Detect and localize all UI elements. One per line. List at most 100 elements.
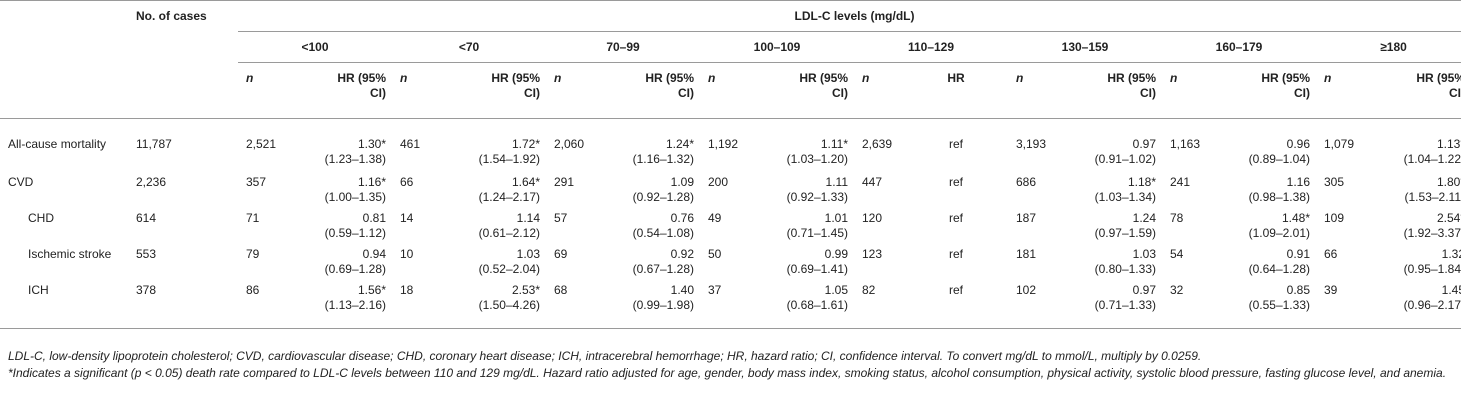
n-cell: 461 — [400, 137, 421, 151]
n-cell: 37 — [700, 276, 750, 329]
hr-cell: 0.94 (0.69–1.28) — [288, 241, 392, 277]
row-label: Ischemic stroke — [28, 246, 112, 261]
hr-cell: 2.53* (1.50–4.26) — [442, 276, 546, 329]
hr-cell: 1.03 (0.80–1.33) — [1058, 241, 1162, 277]
hr-value: 0.81 — [362, 210, 386, 225]
group-header: ≥180 — [1316, 31, 1461, 63]
hr-value: 1.11 — [825, 174, 848, 189]
hr-cell: 1.45(0.96–2.17) — [1366, 276, 1461, 329]
hr-value: 2.53* — [511, 282, 540, 297]
footnote-significance: *Indicates a significant (p < 0.05) deat… — [8, 366, 1447, 380]
hr-column-header: HR (95%CI) — [288, 62, 392, 119]
ci-value: (0.71–1.45) — [786, 225, 848, 240]
hr-cell: 1.11 (0.92–1.33) — [750, 169, 854, 205]
hr-value: 1.24* — [665, 137, 694, 151]
hr-cell: 1.64* (1.24–2.17) — [442, 169, 546, 205]
table-footnotes: LDL-C, low-density lipoprotein cholester… — [8, 348, 1458, 382]
ci-value: (0.91–1.02) — [1094, 152, 1156, 166]
hr-cell: ref — [948, 246, 963, 261]
ci-value: (1.54–1.92) — [478, 152, 540, 166]
hr-cell: 1.05 (0.68–1.61) — [750, 276, 854, 329]
ci-value: (0.54–1.08) — [632, 225, 694, 240]
hr-value: 1.32 — [1441, 246, 1461, 261]
ci-value: (0.68–1.61) — [786, 297, 848, 312]
hr-cell: 1.18* (1.03–1.34) — [1058, 169, 1162, 205]
ldl-levels-header: LDL-C levels (mg/dL) — [238, 0, 1461, 32]
hr-value: 0.97 — [1132, 282, 1156, 297]
hr-cell: 1.32(0.95–1.84) — [1366, 241, 1461, 277]
n-cell: 78 — [1170, 210, 1184, 225]
n-column-header: n — [1008, 62, 1058, 119]
hr-value: 0.94 — [362, 246, 386, 261]
n-cell: 14 — [400, 210, 414, 225]
hr-value: 1.05 — [824, 282, 848, 297]
hr-value: 1.72* — [511, 137, 540, 151]
hr-value: 1.80* — [1436, 174, 1461, 189]
table-row: CHD 614 71 0.81 (0.59–1.12) 14 1.14 (0.61–2.12)… — [0, 205, 1461, 241]
n-cell: 86 — [238, 276, 288, 329]
ci-value: (0.80–1.33) — [1094, 261, 1156, 276]
hr-cell: 1.24 (0.97–1.59) — [1058, 205, 1162, 241]
ci-value: (0.97–1.59) — [1094, 225, 1156, 240]
cases-cell: 553 — [136, 246, 157, 261]
hr-cell: ref — [948, 137, 963, 151]
hr-cell: 2.54*(1.92–3.37) — [1366, 205, 1461, 241]
hr-value: 0.91 — [1286, 246, 1310, 261]
hr-value: 1.16* — [357, 174, 386, 189]
group-header: 70–99 — [546, 31, 700, 63]
ci-value: (0.95–1.84) — [1403, 261, 1461, 276]
n-column-header: n — [1162, 62, 1212, 119]
n-cell: 49 — [708, 210, 722, 225]
n-cell: 54 — [1170, 246, 1184, 261]
ci-value: (0.69–1.28) — [324, 261, 386, 276]
hr-value: 1.03 — [516, 246, 540, 261]
hr-column-header: HR (95%CI) — [1058, 62, 1162, 119]
hr-cell: 0.99 (0.69–1.41) — [750, 241, 854, 277]
n-cell: 18 — [392, 276, 442, 329]
ci-value: (1.24–2.17) — [478, 189, 540, 204]
table-row: Ischemic stroke 553 79 0.94 (0.69–1.28) 10 1.0… — [0, 241, 1461, 277]
hr-value: 0.99 — [824, 246, 848, 261]
hr-cell: 1.11* (1.03–1.20) — [750, 119, 854, 169]
hr-value: 0.96 — [1286, 137, 1310, 151]
ci-value: (1.00–1.35) — [324, 189, 386, 204]
n-cell: 241 — [1170, 174, 1191, 189]
n-column-header: n — [1316, 62, 1366, 119]
n-cell: 1,163 — [1170, 137, 1201, 151]
hr-value: 1.16 — [1286, 174, 1310, 189]
ci-value: (1.53–2.11) — [1404, 189, 1461, 204]
hr-value: 0.76 — [670, 210, 694, 225]
hr-cell: 1.48* (1.09–2.01) — [1212, 205, 1316, 241]
hr-cell: 1.14 (0.61–2.12) — [442, 205, 546, 241]
cases-cell: 11,787 — [136, 137, 172, 151]
hr-cell: 1.13*(1.04–1.22) — [1366, 119, 1461, 169]
n-column-header: n — [700, 62, 750, 119]
n-cell: 66 — [400, 174, 414, 189]
n-cell: 102 — [1008, 276, 1058, 329]
hr-value: 1.11* — [820, 137, 848, 151]
table-row: CVD 2,236 357 1.16* (1.00–1.35) 66 1.64* (1.24–… — [0, 169, 1461, 205]
hr-value: 1.03 — [1132, 246, 1156, 261]
hr-value: 1.09 — [670, 174, 694, 189]
n-cell: 3,193 — [1016, 137, 1047, 151]
group-header: <100 — [238, 31, 392, 63]
n-cell: 32 — [1162, 276, 1212, 329]
hr-value: 0.92 — [670, 246, 694, 261]
hr-cell: 0.96 (0.89–1.04) — [1212, 119, 1316, 169]
row-label: ICH — [0, 276, 136, 329]
n-cell: 187 — [1016, 210, 1037, 225]
hr-column-header: HR (95%CI) — [1212, 62, 1316, 119]
hr-cell: 1.80*(1.53–2.11) — [1366, 169, 1461, 205]
ci-value: (0.61–2.12) — [478, 225, 540, 240]
group-header: 100–109 — [700, 31, 854, 63]
hr-value: 1.48* — [1281, 210, 1310, 225]
hr-value: 1.64* — [511, 174, 540, 189]
hr-value: 1.45 — [1441, 282, 1461, 297]
ci-value: (1.09–2.01) — [1248, 225, 1310, 240]
ci-value: (1.92–3.37) — [1403, 225, 1461, 240]
hr-cell: 0.91 (0.64–1.28) — [1212, 241, 1316, 277]
footnote-abbreviations: LDL-C, low-density lipoprotein cholester… — [8, 349, 1202, 363]
ci-value: (0.71–1.33) — [1094, 297, 1156, 312]
hr-cell: 1.40 (0.99–1.98) — [596, 276, 700, 329]
hr-value: 1.01 — [824, 210, 848, 225]
